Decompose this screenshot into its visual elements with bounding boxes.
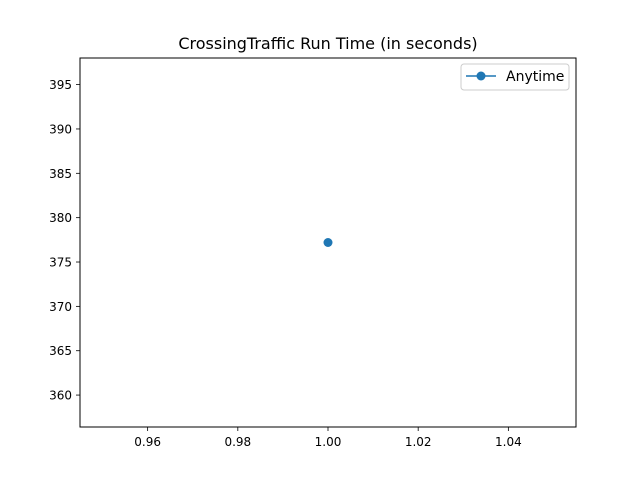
- y-tick-label: 375: [49, 256, 72, 270]
- y-axis: 360 365 370 375 380 385 390 395: [49, 78, 80, 403]
- x-tick-label: 1.02: [405, 435, 432, 449]
- series-layer: [323, 238, 333, 247]
- y-tick-label: 390: [49, 122, 72, 136]
- y-tick-label: 395: [49, 78, 72, 92]
- y-tick-label: 360: [49, 389, 72, 403]
- chart-title: CrossingTraffic Run Time (in seconds): [178, 34, 477, 53]
- y-tick-label: 365: [49, 344, 72, 358]
- y-tick-label: 380: [49, 211, 72, 225]
- legend-dot-marker: [476, 71, 486, 81]
- x-tick-label: 1.04: [495, 435, 522, 449]
- legend-box: [460, 63, 570, 91]
- x-axis: 0.96 0.98 1.00 1.02 1.04: [134, 427, 522, 449]
- y-tick-label: 370: [49, 300, 72, 314]
- data-point: [323, 238, 333, 247]
- legend-label: Anytime: [506, 69, 564, 85]
- x-tick-label: 0.98: [224, 435, 251, 449]
- y-tick-label: 385: [49, 167, 72, 181]
- x-tick-label: 0.96: [134, 435, 161, 449]
- legend: Anytime: [460, 63, 570, 91]
- x-tick-label: 1.00: [315, 435, 342, 449]
